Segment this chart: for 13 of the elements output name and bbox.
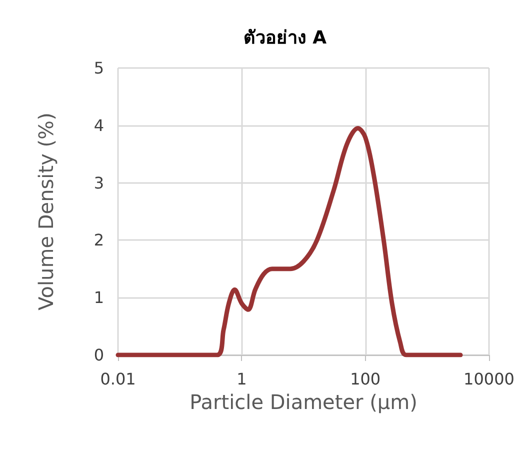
- y-axis-title: Volume Density (%): [34, 112, 58, 310]
- y-tick-label: 2: [94, 230, 104, 250]
- x-tick-label: 0.01: [100, 370, 136, 388]
- y-tick-label: 0: [94, 346, 104, 364]
- y-tick-label: 4: [94, 116, 104, 135]
- x-tick-label: 1: [236, 370, 247, 388]
- y-tick-label: 3: [94, 173, 104, 192]
- x-tick-label: 100: [350, 370, 381, 388]
- y-tick-label: 1: [94, 288, 104, 308]
- x-axis-title: Particle Diameter (µm): [190, 390, 418, 414]
- y-tick-label: 5: [94, 58, 104, 78]
- chart-title: ตัวอย่าง A: [243, 28, 327, 48]
- x-tick-label: 10000: [464, 370, 514, 388]
